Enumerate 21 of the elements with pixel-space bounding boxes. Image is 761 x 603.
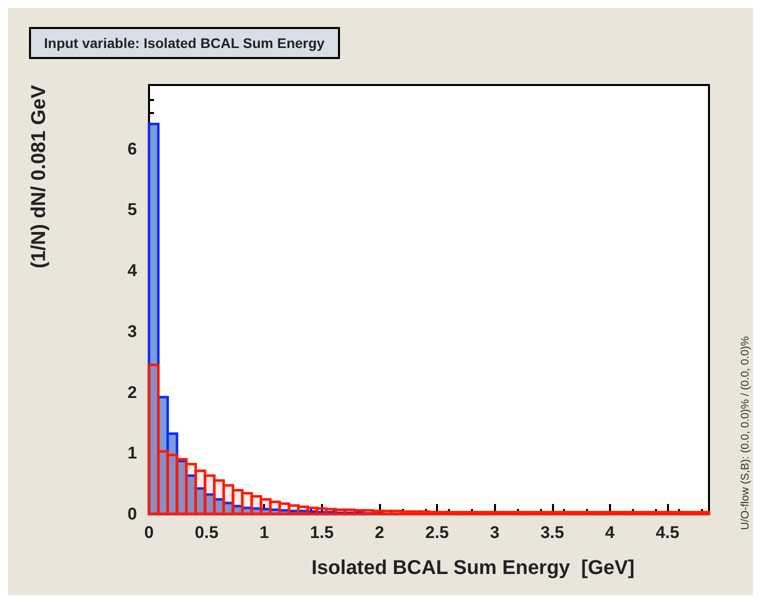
y-axis-title: (1/N) dN/ 0.081 GeV bbox=[28, 84, 50, 268]
x-tick-label: 2 bbox=[374, 523, 384, 542]
x-tick-label: 4 bbox=[605, 523, 616, 542]
y-tick-label: 1 bbox=[128, 444, 137, 463]
x-tick-label: 1 bbox=[259, 523, 269, 542]
y-tick-label: 3 bbox=[128, 322, 137, 341]
y-tick-label: 5 bbox=[128, 200, 137, 220]
x-tick-label: 0 bbox=[144, 523, 154, 542]
text: U/O-flow (S,B): (0.0, 0.0)% / (0.0, 0.0)% bbox=[740, 336, 752, 530]
x-tick-label: 2.5 bbox=[425, 523, 449, 542]
y-tick-label: 2 bbox=[128, 382, 137, 402]
y-tick-label: 4 bbox=[128, 261, 138, 280]
x-tick-label: 3.5 bbox=[540, 523, 564, 542]
x-tick-label: 0.5 bbox=[194, 523, 218, 542]
chart-title: Input variable: Isolated BCAL Sum Energy bbox=[44, 35, 325, 51]
y-tick-label: 0 bbox=[128, 504, 137, 524]
y-tick-label: 6 bbox=[128, 139, 137, 158]
x-tick-label: 4.5 bbox=[656, 523, 680, 542]
x-tick-label: 1.5 bbox=[310, 523, 334, 542]
x-axis-title: Isolated BCAL Sum Energy [GeV] bbox=[311, 557, 635, 579]
x-tick-label: 3 bbox=[490, 523, 500, 542]
